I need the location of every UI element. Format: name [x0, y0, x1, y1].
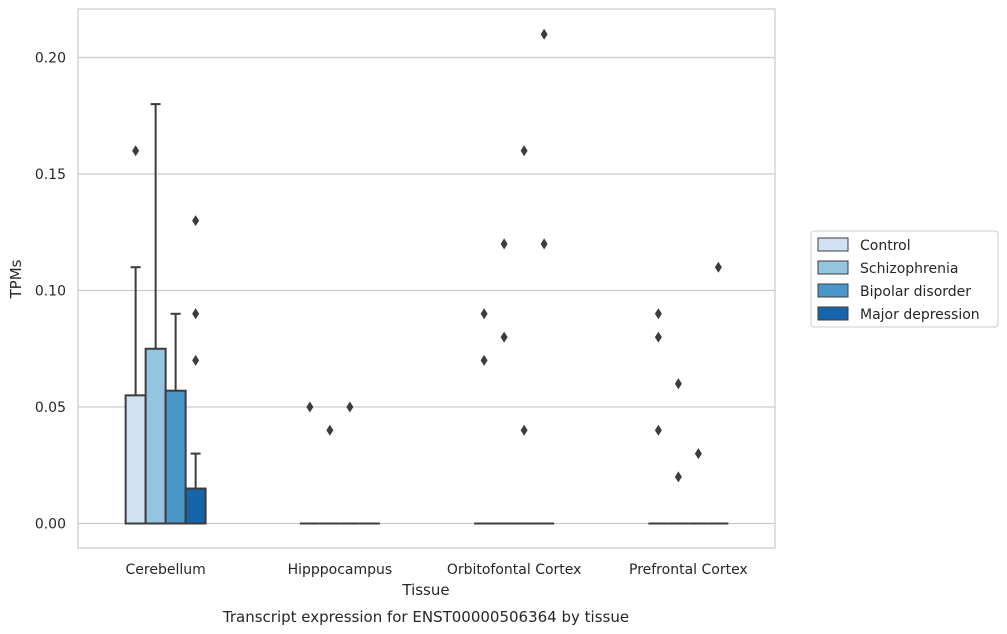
outlier-point [192, 215, 200, 227]
legend-swatch [817, 260, 849, 275]
chart-caption: Transcript expression for ENST0000050636… [222, 608, 629, 626]
outlier-point [654, 308, 662, 320]
legend-label: Control [860, 238, 911, 254]
x-axis-label: Tissue [401, 581, 449, 599]
legend-label: Schizophrenia [860, 261, 958, 277]
plot-frame [77, 8, 776, 549]
outlier-point [520, 424, 528, 436]
outlier-point [654, 331, 662, 343]
y-tick-label: 0.00 [35, 517, 66, 533]
bar [184, 487, 207, 525]
y-tick-label: 0.05 [35, 400, 66, 416]
outlier-point [540, 28, 548, 40]
outlier-point [132, 145, 140, 157]
bar [144, 347, 167, 525]
outlier-point [674, 378, 682, 390]
outlier-point [520, 145, 528, 157]
bars [124, 347, 729, 525]
x-axis-ticks: Cerebellum Hipppocampus Orbitofontal Corte… [126, 562, 748, 578]
legend-swatch [817, 306, 849, 321]
outlier-point [192, 308, 200, 320]
bar [164, 389, 187, 525]
outliers [132, 28, 722, 483]
outlier-point [540, 238, 548, 250]
x-tick-label: Hipppocampus [288, 562, 393, 578]
outlier-point [480, 354, 488, 366]
outlier-point [500, 238, 508, 250]
y-tick-label: 0.20 [35, 51, 66, 67]
outlier-point [480, 308, 488, 320]
bar [124, 394, 147, 525]
outlier-point [306, 401, 314, 413]
x-tick-label: Cerebellum [126, 562, 206, 578]
outlier-point [192, 354, 200, 366]
y-axis-ticks: 0.00 0.05 0.10 0.15 0.20 [35, 51, 66, 533]
outlier-point [346, 401, 354, 413]
whiskers [130, 103, 201, 489]
y-axis-label: TPMs [7, 259, 25, 299]
outlier-point [500, 331, 508, 343]
legend-label: Bipolar disorder [860, 284, 971, 300]
y-tick-label: 0.15 [35, 167, 66, 183]
outlier-point [654, 424, 662, 436]
legend-frame [810, 230, 999, 328]
y-tick-label: 0.10 [35, 284, 66, 300]
x-tick-label: Prefrontal Cortex [629, 562, 748, 578]
legend: Control Schizophrenia Bipolar disorder Majo… [810, 230, 999, 328]
outlier-point [694, 448, 702, 460]
legend-swatch [817, 237, 849, 252]
legend-label: Major depression [860, 307, 980, 323]
outlier-point [714, 261, 722, 273]
outlier-point [674, 471, 682, 483]
x-tick-label: Orbitofontal Cortex [447, 562, 582, 578]
legend-swatch [817, 283, 849, 298]
outlier-point [326, 424, 334, 436]
